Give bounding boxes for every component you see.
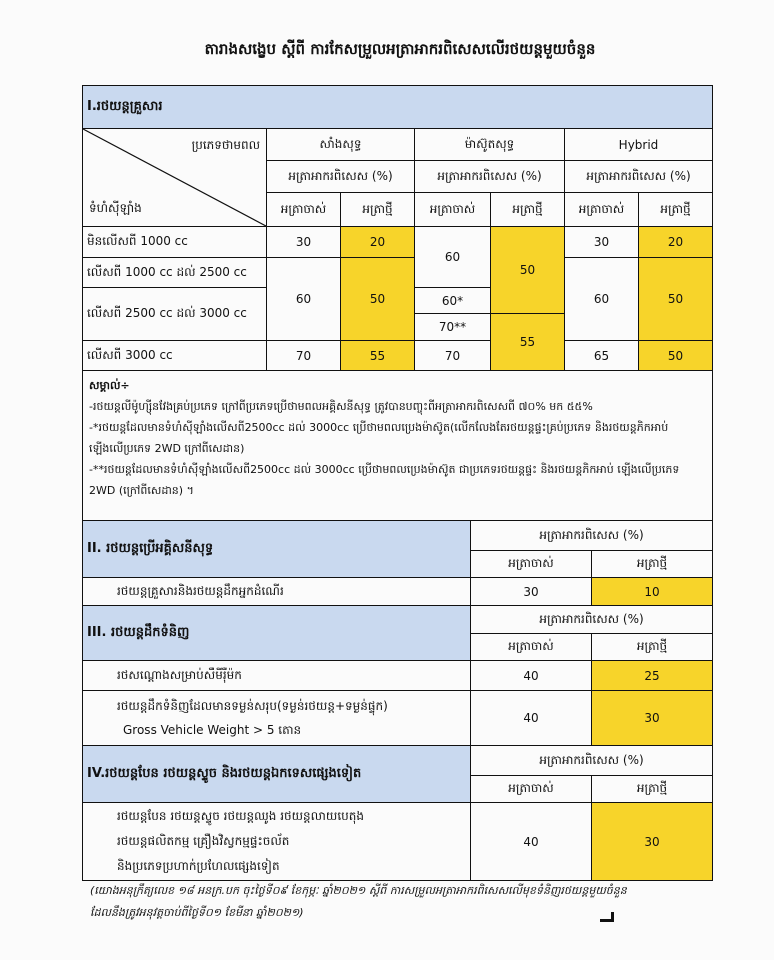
cell: 60* [414,287,491,314]
cell: 40 [470,802,592,881]
new-rate-header: អត្រាថ្មី [340,192,415,227]
row-label: លើសពី 3000 cc [82,340,267,371]
notes: សម្គាល់÷ -រថយន្តលីម៉ូហ្ស៊ីនវែងគ្រប់ប្រភេ… [82,370,713,521]
rate-label: អត្រាអាករពិសេស (%) [469,605,714,634]
cell: 30 [590,802,714,881]
rate-label: អត្រាអាករពិសេស (%) [469,520,714,551]
cell: 50 [638,257,713,341]
row-label: រថសណ្តោងសម្រាប់សឺមីរ៉ឺម៉ក [82,660,471,691]
footer-reference: (យោងអនុក្រឹត្យលេខ ១៨ អនក្រ.បក ចុះថ្ងៃទី០… [90,880,710,924]
new-rate-header: អត្រាថ្មី [590,550,714,578]
document-title: តារាងសង្ខេប ស្តីពី ការកែសម្រួលអត្រាអាករព… [204,40,596,58]
cell: 60 [266,257,341,341]
cell: 50 [340,257,415,341]
row-label: រថយន្តគ្រួសារនិងរថយន្តដឹកអ្នកដំណើរ [82,577,471,606]
cell: 25 [590,660,714,691]
note-item: -*រថយន្តដែលមានទំហំស៊ីឡាំងលើសពី2500cc ដល់… [89,421,669,455]
footer-line: (យោងអនុក្រឹត្យលេខ ១៨ អនក្រ.បក ចុះថ្ងៃទី០… [90,884,627,897]
cell: 30 [470,577,592,606]
row-label-line: រថយន្តដឹកទំនិញដែលមានទម្ងន់សរុប(ទម្ងន់រថយ… [117,699,388,713]
cell: 30 [266,226,341,258]
cell: 60 [414,226,491,288]
note-item: -**រថយន្តដែលមានទំហំស៊ីឡាំងលើសពី2500cc ដល… [89,463,680,497]
cell: 20 [638,226,713,258]
notes-heading: សម្គាល់÷ [89,379,130,392]
new-rate-header: អត្រាថ្មី [590,633,714,661]
rate-label: អត្រាអាករពិសេស (%) [266,160,415,193]
corner-mark [600,912,614,922]
cell: 55 [340,340,415,371]
cell: 70 [266,340,341,371]
rate-label: អត្រាអាករពិសេស (%) [564,160,713,193]
rate-label: អត្រាអាករពិសេស (%) [414,160,565,193]
cylinder-label: ទំហំស៊ីឡាំង [89,201,142,215]
cell: 60 [564,257,639,341]
row-label: រថយន្តដឹកទំនិញដែលមានទម្ងន់សរុប(ទម្ងន់រថយ… [82,690,471,746]
header-diagonal-cell: ប្រភេទថាមពល ទំហំស៊ីឡាំង [82,128,267,227]
fuel-hybrid: Hybrid [564,128,713,161]
new-rate-header: អត្រាថ្មី [490,192,565,227]
section-4-heading: IV.រថយន្តបែន រថយន្តស្ទូច និងរថយន្តឯកទេសផ… [82,745,471,803]
section-1-table: I.រថយន្តគ្រួសារ ប្រភេទថាមពល ទំហំស៊ីឡាំង … [82,85,713,521]
old-rate-header: អត្រាចាស់ [470,775,592,803]
footer-line: ដែលនឹងត្រូវអនុវត្តចាប់ពីថ្ងៃទី០១ ខែមីនា … [90,906,304,919]
cell: 40 [470,660,592,691]
row-label-line: និងប្រភេទប្រហាក់ប្រហែលផ្សេងទៀត [117,859,280,873]
cell: 30 [590,690,714,746]
row-label: លើសពី 1000 cc ដល់ 2500 cc [82,257,267,288]
cell: 70 [414,340,491,371]
section-2-heading: II. រថយន្តប្រើអគ្គិសនីសុទ្ធ [82,520,471,578]
section-1-heading: I.រថយន្តគ្រួសារ [82,85,713,129]
old-rate-header: អត្រាចាស់ [564,192,639,227]
cell: 50 [638,340,713,371]
energy-type-label: ប្រភេទថាមពល [191,138,260,152]
new-rate-header: អត្រាថ្មី [638,192,713,227]
cell: 40 [470,690,592,746]
section-3-heading: III. រថយន្តដឹកទំនិញ [82,605,471,661]
old-rate-header: អត្រាចាស់ [470,633,592,661]
fuel-petrol: សាំងសុទ្ធ [266,128,415,161]
row-label-line: រថយន្តបែន រថយន្តស្ទូច រថយន្តឈូង រថយន្តលា… [117,809,364,823]
cell: 10 [590,577,714,606]
row-label-line: រថយន្តផលិតកម្ម គ្រឿងវិស្វកម្មផ្ទះចល័ត [117,834,290,848]
row-label: លើសពី 2500 cc ដល់ 3000 cc [82,287,267,341]
sections-2-4-table: II. រថយន្តប្រើអគ្គិសនីសុទ្ធ អត្រាអាករពិសេ… [82,520,714,881]
old-rate-header: អត្រាចាស់ [266,192,341,227]
note-item: -រថយន្តលីម៉ូហ្ស៊ីនវែងគ្រប់ប្រភេទ ក្រៅពីប… [89,400,593,413]
row-label: មិនលើសពី 1000 cc [82,226,267,258]
fuel-diesel: ម៉ាស៊ូតសុទ្ធ [414,128,565,161]
old-rate-header: អត្រាចាស់ [414,192,491,227]
cell: 65 [564,340,639,371]
cell: 30 [564,226,639,258]
cell: 50 [490,226,565,314]
cell: 55 [490,313,565,371]
rate-label: អត្រាអាករពិសេស (%) [469,745,714,776]
new-rate-header: អត្រាថ្មី [590,775,714,803]
cell: 20 [340,226,415,258]
row-label: រថយន្តបែន រថយន្តស្ទូច រថយន្តឈូង រថយន្តលា… [82,802,471,881]
old-rate-header: អត្រាចាស់ [470,550,592,578]
row-label-line: Gross Vehicle Weight > 5 តោន [123,723,302,737]
cell: 70** [414,313,491,341]
